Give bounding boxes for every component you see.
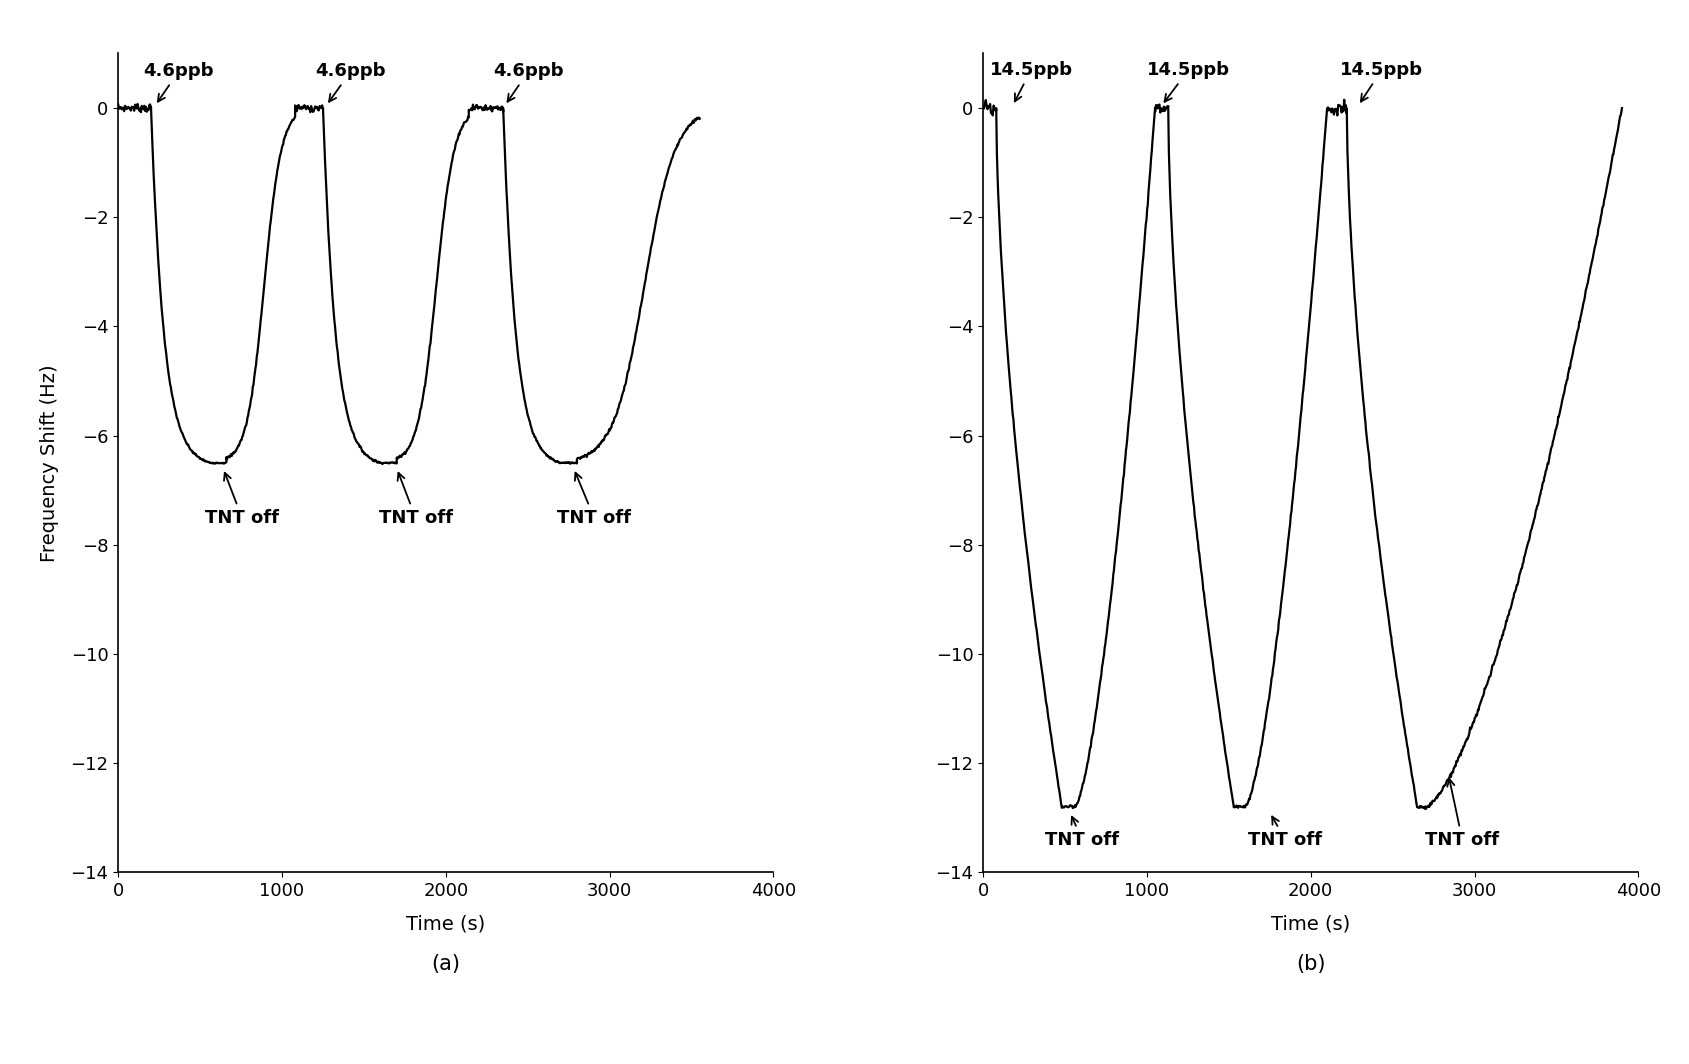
X-axis label: Time (s): Time (s): [1272, 914, 1350, 933]
Text: TNT off: TNT off: [378, 472, 453, 527]
Text: 14.5ppb: 14.5ppb: [1339, 61, 1424, 102]
Y-axis label: Frequency Shift (Hz): Frequency Shift (Hz): [41, 364, 59, 562]
Text: TNT off: TNT off: [557, 472, 632, 527]
X-axis label: Time (s): Time (s): [407, 914, 485, 933]
Text: 14.5ppb: 14.5ppb: [1147, 61, 1230, 102]
Text: TNT off: TNT off: [1045, 817, 1120, 849]
Text: (b): (b): [1295, 954, 1326, 975]
Text: TNT off: TNT off: [204, 472, 279, 527]
Text: TNT off: TNT off: [1248, 816, 1322, 849]
Text: TNT off: TNT off: [1426, 779, 1500, 849]
Text: 4.6ppb: 4.6ppb: [144, 62, 215, 102]
Text: 14.5ppb: 14.5ppb: [990, 61, 1073, 101]
Text: (a): (a): [431, 954, 461, 975]
Text: 4.6ppb: 4.6ppb: [493, 62, 564, 102]
Text: 4.6ppb: 4.6ppb: [316, 62, 387, 102]
